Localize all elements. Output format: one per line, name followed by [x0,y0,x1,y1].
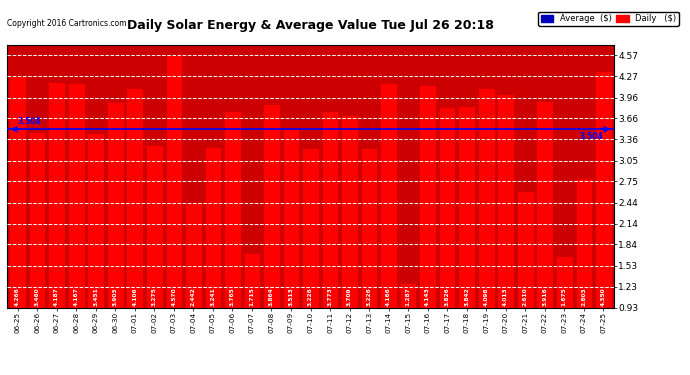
Text: 3.275: 3.275 [152,287,157,306]
Bar [204,147,221,308]
Text: 2.610: 2.610 [523,288,528,306]
Text: 3.451: 3.451 [93,287,98,306]
Bar [107,102,124,308]
Text: 4.013: 4.013 [503,288,509,306]
Text: Daily Solar Energy & Average Value Tue Jul 26 20:18: Daily Solar Energy & Average Value Tue J… [127,19,494,32]
Bar [322,111,338,308]
Text: 3.504: 3.504 [18,117,41,126]
Text: 3.226: 3.226 [308,287,313,306]
Bar [244,253,260,308]
Text: 3.864: 3.864 [269,287,274,306]
Text: 3.709: 3.709 [347,288,352,306]
Bar [48,82,65,308]
Text: 2.442: 2.442 [191,287,196,306]
Bar [185,203,201,308]
Text: 1.715: 1.715 [249,287,255,306]
Text: 4.350: 4.350 [601,288,606,306]
Bar [166,56,182,308]
Bar [380,83,397,308]
Legend: Average  ($), Daily   ($): Average ($), Daily ($) [538,12,679,26]
Text: 3.226: 3.226 [366,287,372,306]
Bar [342,115,358,308]
Text: 3.903: 3.903 [112,288,118,306]
Bar [126,87,143,308]
Bar [497,94,514,308]
Text: 4.570: 4.570 [171,288,177,306]
Text: 3.826: 3.826 [444,287,450,306]
Text: 3.916: 3.916 [542,288,547,306]
Bar [10,76,26,308]
Text: 3.513: 3.513 [288,287,293,306]
Text: 3.460: 3.460 [34,288,39,306]
Bar [478,88,495,308]
Bar [146,145,163,308]
Bar [361,148,377,308]
Text: Copyright 2016 Cartronics.com: Copyright 2016 Cartronics.com [7,19,126,28]
Bar [29,132,46,308]
Text: 1.675: 1.675 [562,287,566,306]
Text: 4.106: 4.106 [132,288,137,306]
Bar [224,111,241,308]
Bar [575,178,592,308]
Bar [517,191,533,308]
Text: 4.143: 4.143 [425,287,430,306]
Text: 3.241: 3.241 [210,287,215,306]
Text: 4.167: 4.167 [74,287,79,306]
Text: 3.765: 3.765 [230,287,235,306]
Bar [458,106,475,308]
Text: 3.504: 3.504 [580,132,603,141]
Text: 1.287: 1.287 [406,287,411,306]
Bar [556,256,573,308]
Bar [420,85,436,308]
Bar [400,283,417,308]
Bar [283,129,299,308]
Text: 3.842: 3.842 [464,287,469,306]
Bar [68,83,84,308]
Bar [439,107,455,307]
Bar [302,148,319,308]
Text: 3.773: 3.773 [328,287,333,306]
Bar [88,133,104,308]
Text: 4.266: 4.266 [15,287,20,306]
Text: 2.803: 2.803 [582,288,586,306]
Text: 4.098: 4.098 [484,288,489,306]
Bar [537,100,553,308]
Bar [595,70,611,308]
Bar [263,104,279,308]
Text: 4.187: 4.187 [55,287,59,306]
Text: 4.166: 4.166 [386,287,391,306]
